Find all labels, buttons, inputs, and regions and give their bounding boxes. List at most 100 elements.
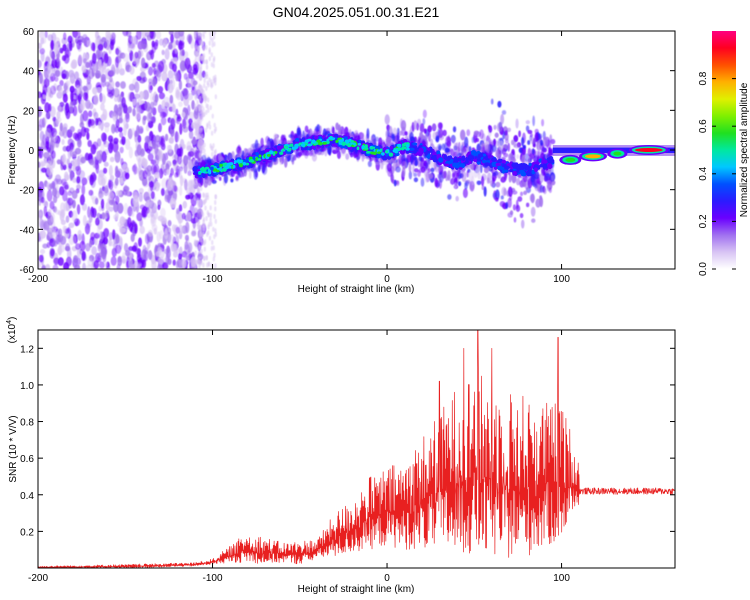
spread-blob bbox=[527, 147, 532, 157]
spread-blob bbox=[494, 132, 499, 138]
spread-blob bbox=[485, 144, 491, 153]
noise-blob bbox=[214, 199, 217, 205]
noise-blob bbox=[164, 48, 170, 60]
noise-blob bbox=[92, 86, 98, 95]
noise-blob bbox=[205, 215, 208, 221]
noise-blob bbox=[123, 202, 129, 215]
noise-blob bbox=[205, 74, 209, 80]
spread-blob bbox=[525, 202, 530, 208]
noise-blob bbox=[154, 134, 161, 143]
ridge-hot-blob bbox=[279, 151, 284, 155]
noise-blob bbox=[194, 103, 197, 109]
noise-blob bbox=[150, 49, 155, 60]
spread-blob bbox=[494, 171, 499, 176]
noise-blob bbox=[205, 255, 208, 261]
noise-blob bbox=[65, 243, 70, 251]
ridge-hot-blob bbox=[392, 149, 397, 153]
spread-blob bbox=[260, 137, 264, 148]
noise-blob bbox=[161, 71, 168, 82]
ridge-hot-blob bbox=[339, 139, 343, 143]
spread-blob bbox=[548, 187, 552, 194]
x-tick-label: -100 bbox=[203, 274, 223, 285]
noise-blob bbox=[136, 144, 142, 156]
noise-blob bbox=[160, 137, 165, 144]
spread-blob bbox=[462, 188, 468, 199]
spread-blob bbox=[453, 182, 457, 189]
noise-blob bbox=[70, 71, 74, 79]
noise-blob bbox=[109, 174, 115, 181]
noise-blob bbox=[80, 156, 86, 164]
ridge-blob bbox=[313, 135, 319, 140]
chart-title: GN04.2025.051.00.31.E21 bbox=[273, 4, 440, 20]
spread-blob bbox=[345, 153, 350, 160]
noise-blob bbox=[181, 258, 187, 269]
noise-blob bbox=[137, 157, 142, 168]
noise-blob bbox=[72, 132, 78, 140]
noise-blob bbox=[98, 121, 102, 129]
noise-blob bbox=[213, 122, 216, 128]
ridge-hot-blob bbox=[255, 157, 259, 162]
noise-blob bbox=[209, 205, 212, 211]
noise-blob bbox=[185, 212, 192, 222]
ridge-blob bbox=[358, 148, 363, 152]
spread-blob bbox=[542, 171, 546, 178]
spread-blob bbox=[218, 176, 222, 181]
noise-blob bbox=[53, 257, 60, 265]
ridge-blob bbox=[525, 164, 529, 170]
noise-blob bbox=[52, 240, 58, 247]
spread-blob bbox=[396, 133, 400, 144]
noise-blob bbox=[207, 224, 210, 230]
noise-blob bbox=[167, 227, 172, 235]
noise-blob bbox=[202, 192, 205, 198]
ridge-hot-blob bbox=[326, 138, 330, 142]
noise-blob bbox=[52, 195, 58, 204]
noise-blob bbox=[203, 59, 206, 65]
ridge-blob bbox=[452, 162, 458, 168]
noise-blob bbox=[196, 73, 199, 79]
noise-blob bbox=[196, 187, 200, 193]
ridge-hot-blob bbox=[219, 163, 223, 167]
noise-blob bbox=[155, 31, 162, 40]
noise-blob bbox=[200, 88, 204, 94]
noise-blob bbox=[169, 198, 177, 209]
spread-blob bbox=[380, 158, 384, 170]
noise-blob bbox=[109, 138, 114, 150]
ridge-blob bbox=[279, 145, 286, 149]
noise-blob bbox=[98, 261, 105, 269]
spread-blob bbox=[223, 172, 229, 184]
noise-blob bbox=[144, 141, 149, 152]
colorbar-tick-label: 0.8 bbox=[698, 71, 709, 85]
noise-blob bbox=[91, 246, 97, 256]
noise-blob bbox=[182, 126, 189, 133]
noise-blob bbox=[88, 110, 93, 118]
noise-blob bbox=[213, 31, 217, 35]
spread-blob bbox=[452, 126, 457, 133]
ridge-blob bbox=[482, 153, 487, 157]
noise-blob bbox=[211, 113, 214, 119]
noise-blob bbox=[47, 208, 52, 216]
noise-blob bbox=[86, 81, 92, 91]
spread-blob bbox=[469, 162, 475, 170]
spread-blob bbox=[257, 164, 261, 172]
spread-blob bbox=[511, 158, 517, 163]
noise-blob bbox=[59, 79, 64, 87]
ridge-hot-blob bbox=[249, 158, 254, 163]
spread-blob bbox=[529, 194, 535, 202]
noise-blob bbox=[198, 256, 201, 262]
ridge-hot-blob bbox=[304, 139, 310, 143]
noise-blob bbox=[208, 77, 211, 83]
noise-blob bbox=[88, 211, 93, 223]
noise-blob bbox=[142, 89, 150, 100]
noise-blob bbox=[48, 228, 55, 239]
noise-blob bbox=[138, 237, 142, 247]
spread-blob bbox=[518, 130, 521, 138]
noise-blob bbox=[47, 34, 54, 42]
colorbar-tick-label: 0.4 bbox=[698, 166, 709, 180]
noise-blob bbox=[191, 99, 195, 110]
noise-blob bbox=[119, 131, 124, 138]
x-tick-label: 0 bbox=[384, 573, 390, 584]
ridge-blob bbox=[389, 145, 393, 150]
spread-blob bbox=[512, 204, 516, 211]
spread-blob bbox=[447, 170, 451, 182]
x-tick-label: -200 bbox=[28, 274, 48, 285]
